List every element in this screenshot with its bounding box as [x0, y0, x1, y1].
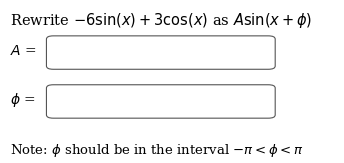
Text: Rewrite $-6\sin(x) + 3\cos(x)$ as $A\sin(x + \phi)$: Rewrite $-6\sin(x) + 3\cos(x)$ as $A\sin…	[10, 11, 313, 30]
Text: Note: $\phi$ should be in the interval $-\pi < \phi < \pi$: Note: $\phi$ should be in the interval $…	[10, 142, 303, 159]
FancyBboxPatch shape	[46, 36, 275, 69]
Text: $\phi$ =: $\phi$ =	[10, 91, 36, 109]
Text: $A$ =: $A$ =	[10, 44, 37, 58]
FancyBboxPatch shape	[46, 85, 275, 118]
